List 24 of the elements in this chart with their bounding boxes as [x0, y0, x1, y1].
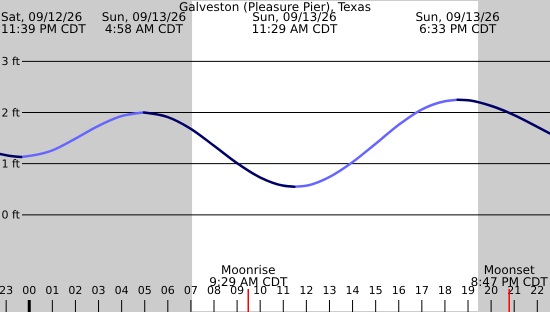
x-tick-label: 01	[45, 284, 60, 297]
x-tick-label: 16	[392, 284, 406, 297]
x-tick-label: 20	[484, 284, 498, 297]
x2-tick-label: Sun, 09/13/26 6:33 PM CDT	[415, 10, 500, 36]
x-tick-label: 15	[368, 284, 383, 297]
x-tick-label: 00	[22, 284, 36, 297]
x-tick-label: 18	[438, 284, 452, 297]
y-tick-label: 3 ft	[2, 55, 21, 68]
y-tick-label: 1 ft	[2, 158, 21, 171]
x-tick-label: 07	[184, 284, 198, 297]
x-tick-label: 04	[114, 284, 129, 297]
x-tick-label: 03	[92, 284, 106, 297]
y-tick-label: 0 ft	[2, 208, 21, 222]
x-tick-label: 02	[68, 284, 82, 297]
x-tick-label: 14	[346, 284, 360, 297]
annotation: Sat, 09/12/26 11:39 PM CDT	[1, 10, 86, 36]
x-tick-label: 05	[138, 284, 152, 297]
x-tick-label: 06	[160, 284, 175, 297]
y-tick-label: 2 ft	[2, 106, 21, 120]
x2-tick-label: Sun, 09/13/26 4:58 AM CDT	[102, 10, 186, 36]
x-tick-label: 17	[414, 284, 429, 297]
x-tick-label: 13	[322, 284, 336, 297]
x-tick-label: 23	[0, 284, 14, 297]
x-tick-label: 12	[299, 284, 314, 297]
